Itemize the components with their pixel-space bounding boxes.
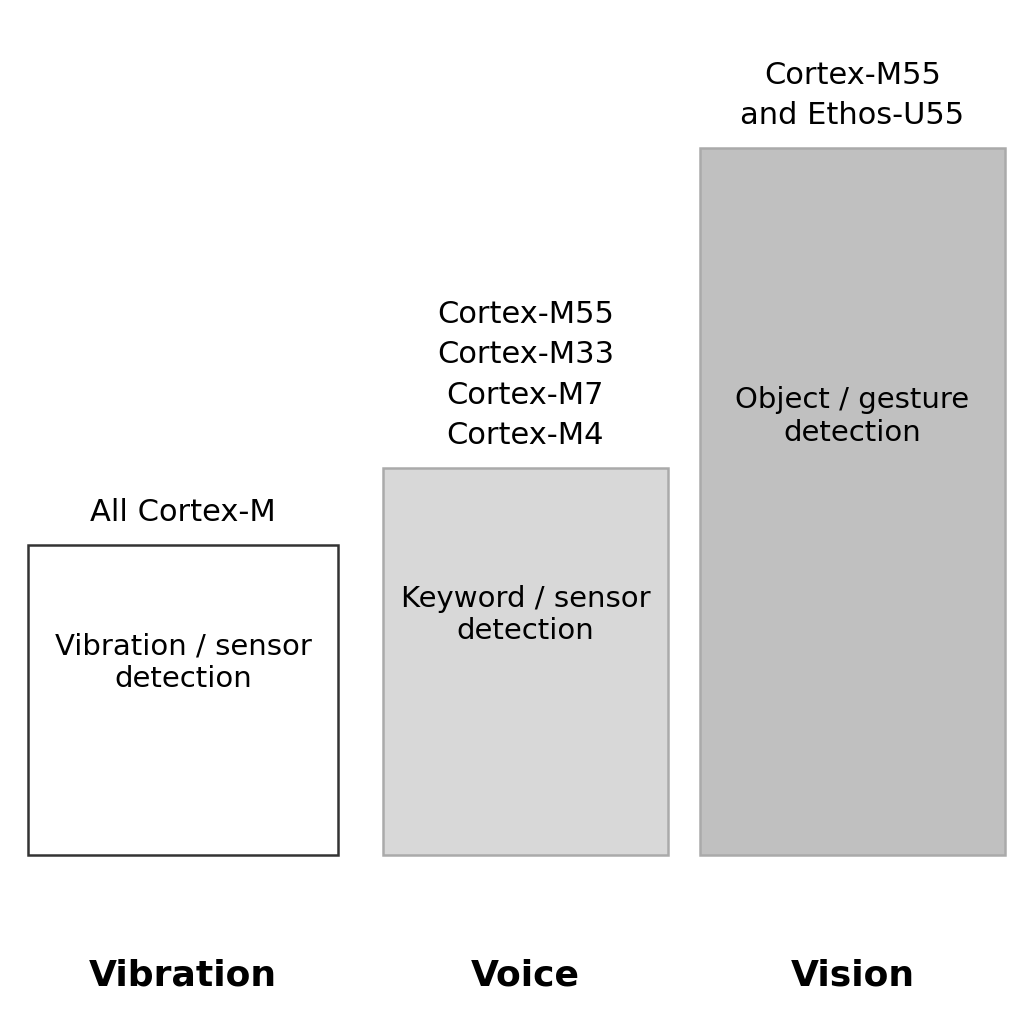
Bar (383, 468, 668, 855)
Text: All Cortex-M: All Cortex-M (90, 498, 275, 527)
Text: Vibration / sensor
detection: Vibration / sensor detection (54, 632, 311, 693)
Text: Cortex-M55
and Ethos-U55: Cortex-M55 and Ethos-U55 (740, 61, 965, 130)
Text: Cortex-M55
Cortex-M33
Cortex-M7
Cortex-M4: Cortex-M55 Cortex-M33 Cortex-M7 Cortex-M… (437, 300, 614, 450)
Text: Vision: Vision (791, 958, 914, 992)
Bar (700, 148, 1005, 855)
Text: Vibration: Vibration (89, 958, 278, 992)
Text: Object / gesture
detection: Object / gesture detection (735, 387, 970, 447)
Bar (28, 545, 338, 855)
Text: Voice: Voice (471, 958, 580, 992)
Text: Keyword / sensor
detection: Keyword / sensor detection (400, 585, 650, 645)
